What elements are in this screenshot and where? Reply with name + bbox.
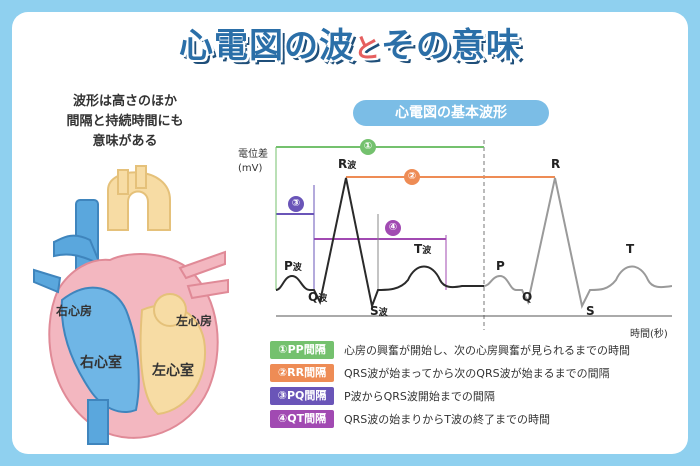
wave-label-s2: S bbox=[586, 304, 595, 318]
title-particle: と bbox=[353, 34, 381, 64]
legend-desc-rr: QRS波が始まってから次のQRS波が始まるまでの間隔 bbox=[344, 367, 610, 380]
legend-tag-qt: ④QT間隔 bbox=[270, 410, 334, 428]
lead-line: 波形は高さのほか bbox=[72, 94, 177, 109]
ecg-heading: 心電図の基本波形 bbox=[353, 100, 549, 126]
label-left-atrium: 左心房 bbox=[176, 314, 213, 328]
wave-label-r: R波 bbox=[338, 157, 357, 171]
y-axis-label: 電位差 (mV) bbox=[238, 148, 268, 176]
lead-line: 意味がある bbox=[92, 134, 158, 149]
legend-row-pq: ③PQ間隔 P波からQRS波開始までの間隔 bbox=[270, 386, 630, 406]
label-left-ventricle: 左心室 bbox=[152, 363, 194, 379]
marker-3: ③ bbox=[288, 196, 304, 212]
marker-4: ④ bbox=[385, 220, 401, 236]
ecg-trace-second bbox=[483, 177, 672, 310]
legend-row-rr: ②RR間隔 QRS波が始まってから次のQRS波が始まるまでの間隔 bbox=[270, 363, 630, 383]
legend-desc-qt: QRS波の始まりからT波の終了までの時間 bbox=[344, 413, 551, 426]
wave-label-t2: T bbox=[626, 242, 635, 256]
wave-label-q2: Q bbox=[522, 290, 533, 304]
y-axis-label-unit: (mV) bbox=[238, 163, 263, 174]
ecg-waveform bbox=[275, 140, 672, 330]
title-main: 心電図の波 bbox=[178, 26, 354, 66]
legend-tag-pp: ①PP間隔 bbox=[270, 341, 334, 359]
wave-label-q: Q波 bbox=[308, 290, 328, 304]
legend-row-pp: ①PP間隔 心房の興奮が開始し、次の心房興奮が見られるまでの時間 bbox=[270, 340, 630, 360]
marker-1: ① bbox=[360, 139, 376, 155]
interval-legend: ①PP間隔 心房の興奮が開始し、次の心房興奮が見られるまでの時間 ②RR間隔 Q… bbox=[270, 340, 630, 432]
wave-label-p2: P bbox=[496, 259, 505, 273]
ecg-trace-first bbox=[275, 177, 484, 310]
legend-tag-pq: ③PQ間隔 bbox=[270, 387, 334, 405]
wave-label-p: P波 bbox=[284, 259, 302, 273]
label-right-ventricle: 右心室 bbox=[80, 355, 122, 371]
wave-label-r2: R bbox=[551, 157, 561, 171]
title-rest: その意味 bbox=[381, 26, 521, 66]
marker-2: ② bbox=[404, 169, 420, 185]
page-title: 心電図の波とその意味 bbox=[0, 18, 700, 67]
x-axis-label: 時間(秒) bbox=[630, 329, 668, 340]
lead-text: 波形は高さのほか 間隔と持続時間にも 意味がある bbox=[40, 92, 210, 152]
legend-desc-pq: P波からQRS波開始までの間隔 bbox=[344, 390, 495, 403]
label-right-atrium: 右心房 bbox=[56, 304, 93, 318]
heart-illustration bbox=[33, 165, 229, 445]
legend-row-qt: ④QT間隔 QRS波の始まりからT波の終了までの時間 bbox=[270, 409, 630, 429]
wave-label-t: T波 bbox=[414, 242, 432, 256]
lead-line: 間隔と持続時間にも bbox=[66, 114, 184, 129]
y-axis-label-line: 電位差 bbox=[238, 149, 268, 160]
legend-desc-pp: 心房の興奮が開始し、次の心房興奮が見られるまでの時間 bbox=[344, 344, 630, 357]
legend-tag-rr: ②RR間隔 bbox=[270, 364, 334, 382]
wave-label-s: S波 bbox=[370, 304, 388, 318]
